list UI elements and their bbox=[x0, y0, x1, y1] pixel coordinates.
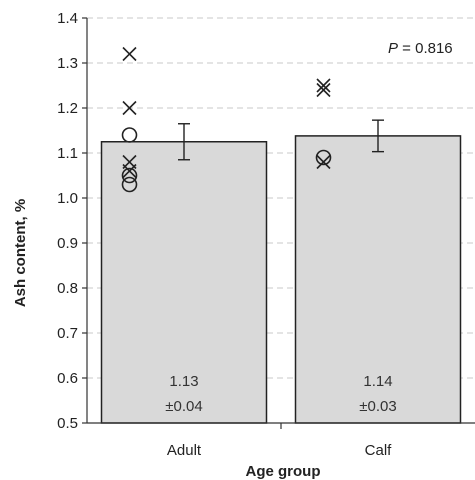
p-value-symbol: P bbox=[388, 40, 398, 57]
bar-error-label: ±0.04 bbox=[165, 398, 202, 415]
axes bbox=[82, 17, 475, 429]
y-tick-label: 0.6 bbox=[57, 370, 78, 387]
y-tick-label: 1.1 bbox=[57, 145, 78, 162]
circle-point bbox=[121, 127, 138, 143]
p-value-text: = 0.816 bbox=[398, 40, 453, 57]
data-labels: 1.13 ±0.04 1.14 ±0.03 bbox=[165, 373, 396, 415]
x-axis-title: Age group bbox=[246, 463, 321, 480]
bar-value-label: 1.13 bbox=[169, 373, 198, 390]
x-category-labels: Adult Calf bbox=[167, 442, 392, 459]
circle-point bbox=[315, 149, 332, 166]
bar-adult bbox=[100, 141, 268, 424]
cross-point bbox=[122, 100, 137, 116]
cross-point bbox=[122, 46, 137, 62]
y-tick-label: 0.8 bbox=[57, 280, 78, 297]
circle-point bbox=[121, 167, 138, 184]
cross-point bbox=[316, 154, 331, 170]
y-tick-label: 1.3 bbox=[57, 55, 78, 72]
y-tick-label: 0.9 bbox=[57, 235, 78, 252]
p-value-annotation: P = 0.816 bbox=[388, 40, 453, 57]
cross-point bbox=[122, 163, 137, 179]
bars bbox=[100, 135, 462, 424]
individual-points bbox=[121, 46, 332, 193]
y-tick-label: 1.2 bbox=[57, 100, 78, 117]
y-axis-title: Ash content, % bbox=[12, 199, 29, 307]
y-tick-label: 0.7 bbox=[57, 325, 78, 342]
circle-point bbox=[121, 176, 138, 193]
y-tick-label: 1.0 bbox=[57, 190, 78, 207]
bar-value-label: 1.14 bbox=[363, 373, 392, 390]
y-tick-label: 0.5 bbox=[57, 415, 78, 432]
x-category-label: Adult bbox=[167, 442, 202, 459]
y-tick-label: 1.4 bbox=[57, 10, 78, 27]
x-category-label: Calf bbox=[365, 442, 393, 459]
y-tick-labels: 0.5 0.6 0.7 0.8 0.9 1.0 1.1 1.2 1.3 1.4 bbox=[57, 10, 78, 432]
error-bars bbox=[178, 119, 384, 161]
error-bar-adult bbox=[178, 123, 190, 161]
error-bar-calf bbox=[372, 119, 384, 153]
cross-point bbox=[316, 78, 331, 93]
cross-point bbox=[316, 82, 331, 98]
bar-error-label: ±0.03 bbox=[359, 398, 396, 415]
